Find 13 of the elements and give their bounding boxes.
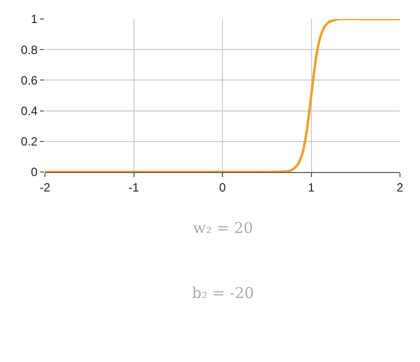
y-tick-label: 0.6 [20,73,38,88]
x-tick-label: -2 [40,180,51,194]
x-tick-label: -1 [128,180,140,194]
x-tick-label: 2 [396,180,404,194]
y-tick-label: 0.4 [20,104,38,118]
text: w₂ = 20 [193,219,254,237]
text: b₂ = -20 [192,284,254,302]
x-tick-label: 0 [219,180,226,194]
y-tick-label: 1 [30,12,38,26]
y-tick-label: 0.8 [20,42,38,57]
x-tick-label: 1 [308,180,315,194]
y-tick-label: 0 [30,165,38,180]
y-tick-label: 0.2 [20,134,38,149]
